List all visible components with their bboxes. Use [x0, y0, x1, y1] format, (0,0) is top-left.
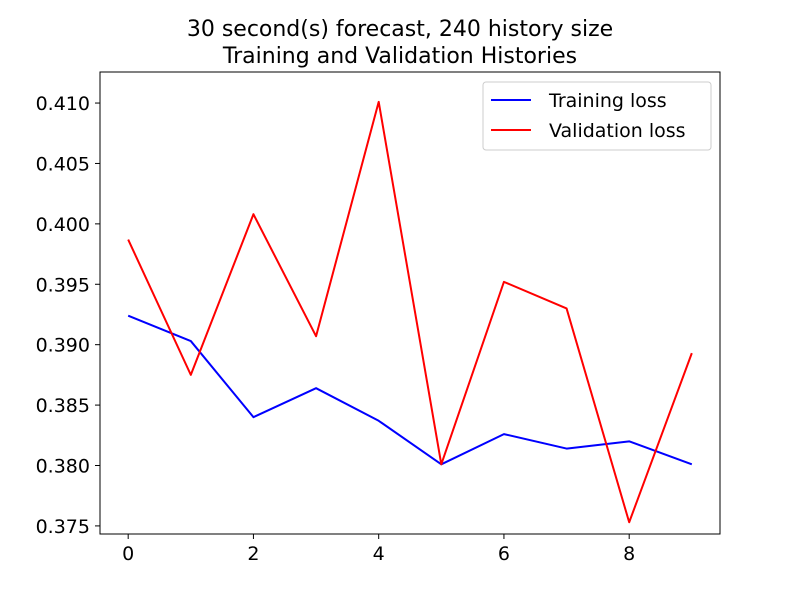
legend-label: Training loss	[548, 90, 667, 112]
y-tick-label: 0.375	[36, 516, 90, 538]
series-line-training-loss	[127, 314, 693, 466]
y-tick-label: 0.405	[36, 153, 90, 175]
x-tick-label: 0	[122, 543, 134, 565]
legend-label: Validation loss	[549, 120, 686, 142]
chart-title-line-2: Training and Validation Histories	[222, 44, 577, 69]
y-tick-label: 0.400	[36, 214, 90, 236]
y-tick-label: 0.380	[36, 455, 90, 477]
series-line-validation-loss	[127, 100, 693, 524]
y-tick-label: 0.410	[36, 93, 90, 115]
y-tick-label: 0.385	[36, 395, 90, 417]
x-tick-label: 2	[247, 543, 259, 565]
y-tick-label: 0.395	[36, 274, 90, 296]
plot-area: 0 2 4 6 8 0.375 0.380 0.385 0.390 0.395 0.400 0.405…	[36, 71, 721, 565]
x-tick-label: 8	[623, 543, 635, 565]
x-tick-label: 6	[498, 543, 510, 565]
plot-frame	[99, 71, 721, 535]
chart-title-line-1: 30 second(s) forecast, 240 history size	[187, 17, 613, 42]
legend-box	[482, 81, 712, 151]
x-tick-label: 4	[373, 543, 385, 565]
y-tick-label: 0.390	[36, 335, 90, 357]
